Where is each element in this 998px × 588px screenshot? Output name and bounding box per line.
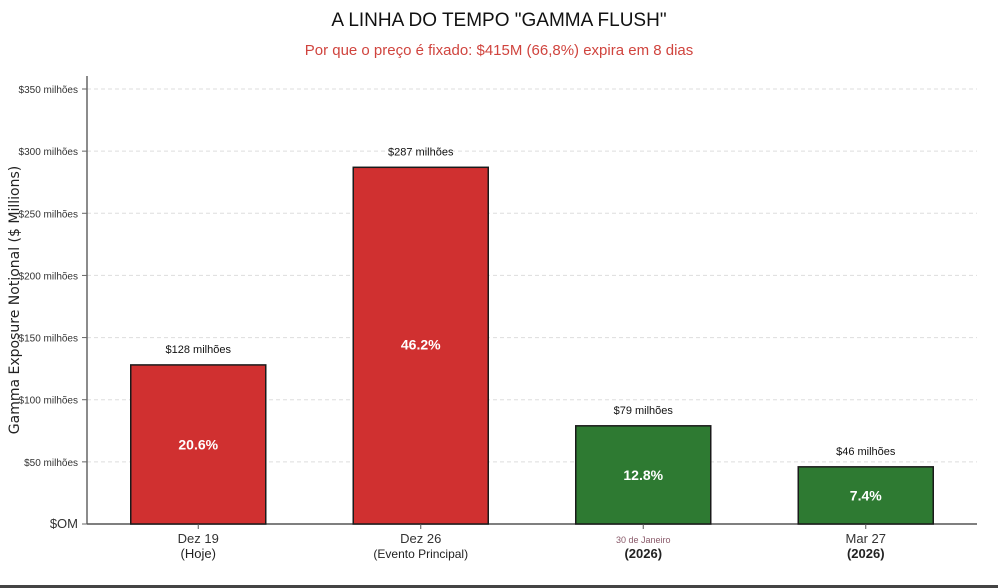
x-tick-sublabel: (2026) — [624, 546, 662, 561]
x-tick-sublabel: (Hoje) — [181, 546, 216, 561]
x-tick-label: 30 de Janeiro — [616, 535, 671, 545]
chart-title: A LINHA DO TEMPO "GAMMA FLUSH" — [331, 10, 667, 31]
bar-percent-label: 7.4% — [850, 487, 882, 503]
bar-percent-label: 12.8% — [623, 467, 663, 483]
y-tick-label: $300 milhões — [19, 147, 78, 158]
bar — [352, 166, 489, 525]
y-tick-label: $200 milhões — [19, 271, 78, 282]
x-tick-label: Dez 26 — [400, 531, 441, 546]
bar — [797, 466, 934, 525]
bar-percent-label: 20.6% — [178, 436, 218, 452]
bar-percent-label: 46.2% — [401, 336, 441, 352]
bar — [575, 425, 712, 525]
x-tick-label: Dez 19 — [178, 531, 219, 546]
y-tick-label: $150 milhões — [19, 334, 78, 345]
bottom-divider — [0, 585, 998, 588]
y-tick-label: $50 milhões — [24, 458, 78, 469]
y-tick-label: $350 milhões — [19, 85, 78, 96]
bar-value-label: $79 milhões — [614, 405, 674, 417]
bar-value-label: $128 milhões — [166, 344, 232, 356]
bar — [130, 364, 267, 525]
y-tick-label: $OM — [50, 516, 78, 531]
bar-value-label: $287 milhões — [388, 146, 454, 158]
y-tick-label: $100 milhões — [19, 396, 78, 407]
x-tick-sublabel: (2026) — [847, 546, 885, 561]
bar-value-label: $46 milhões — [836, 446, 896, 458]
x-tick-sublabel: (Evento Principal) — [373, 547, 468, 561]
chart-subtitle: Por que o preço é fixado: $415M (66,8%) … — [304, 42, 694, 59]
x-tick-label: Mar 27 — [846, 531, 886, 546]
y-tick-label: $250 milhões — [19, 209, 78, 220]
